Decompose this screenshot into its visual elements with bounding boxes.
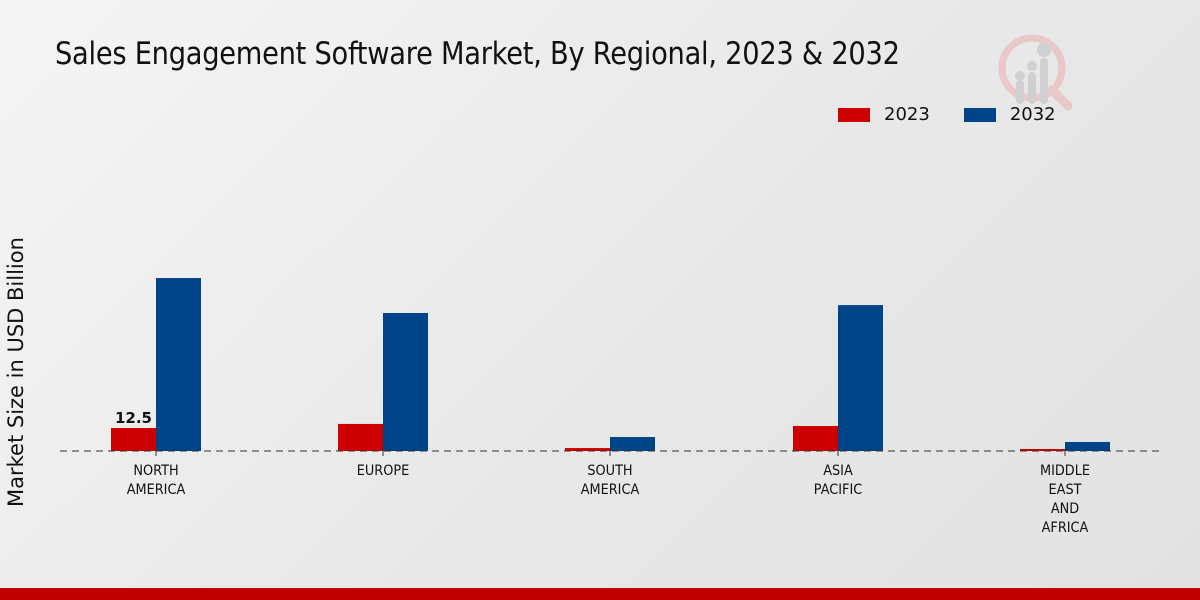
legend-label-2023: 2023: [884, 104, 930, 125]
legend-item-2032[interactable]: 2032: [963, 104, 1056, 125]
x-tick-label-2: SOUTH AMERICA: [581, 464, 640, 499]
bar-2023-2: [565, 448, 610, 451]
x-tick-label-0: NORTH AMERICA: [127, 464, 186, 499]
bar-2032-4: [1065, 441, 1110, 451]
legend-label-2032: 2032: [1009, 104, 1056, 125]
bar-2032-1: [383, 313, 428, 451]
bar-2032-0: [156, 278, 201, 451]
legend-swatch-2032: [963, 107, 996, 122]
chart-title: Sales Engagement Software Market, By Reg…: [55, 36, 900, 72]
x-tick-label-3: ASIA PACIFIC: [814, 464, 862, 499]
x-tick-label-line: PACIFIC: [814, 483, 862, 499]
bar-2023-4: [1020, 448, 1065, 451]
brand-logo-icon: [998, 34, 1073, 111]
x-tick-label-line: SOUTH: [587, 464, 632, 480]
data-label: 12.5: [115, 409, 152, 427]
legend-swatch-2023: [838, 107, 870, 122]
footer-bar: [0, 588, 1200, 600]
legend: 2023 2032: [838, 104, 1090, 125]
x-tick-label-line: AND: [1051, 502, 1079, 518]
x-tick-label-4: MIDDLE EAST AND AFRICA: [1040, 464, 1090, 537]
legend-item-2023[interactable]: 2023: [838, 104, 930, 125]
bar-2023-3: [793, 425, 838, 451]
x-tick-label-line: NORTH: [133, 464, 178, 480]
x-tick-label-line: AFRICA: [1042, 521, 1089, 537]
x-tick-label-line: ASIA: [823, 464, 853, 480]
bar-2023-0: [111, 428, 156, 451]
x-tick-label-line: MIDDLE: [1040, 464, 1090, 480]
x-tick-label-1: EUROPE: [357, 464, 410, 480]
bar-2032-3: [838, 305, 883, 451]
bar-2023-1: [338, 423, 383, 451]
x-tick-label-line: EUROPE: [357, 464, 410, 480]
x-tick-label-line: EAST: [1049, 483, 1083, 499]
x-tick-label-line: AMERICA: [127, 483, 186, 499]
x-tick-label-line: AMERICA: [581, 483, 640, 499]
bar-2032-2: [610, 437, 655, 451]
